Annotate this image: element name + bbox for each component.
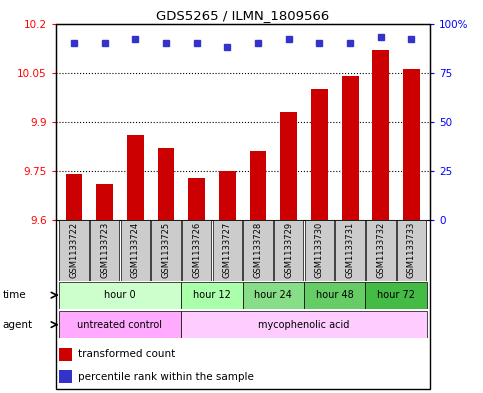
Text: GSM1133733: GSM1133733 xyxy=(407,222,416,278)
Bar xyxy=(59,347,72,361)
Bar xyxy=(59,370,72,384)
Bar xyxy=(372,50,389,220)
Bar xyxy=(403,70,420,220)
Bar xyxy=(274,220,303,281)
Text: GSM1133732: GSM1133732 xyxy=(376,222,385,278)
Bar xyxy=(121,220,150,281)
Bar xyxy=(66,174,83,220)
Bar xyxy=(366,282,427,309)
Bar xyxy=(280,112,297,220)
Bar xyxy=(90,220,119,281)
Bar xyxy=(250,151,267,220)
Bar xyxy=(243,220,273,281)
Bar xyxy=(305,220,334,281)
Text: GSM1133726: GSM1133726 xyxy=(192,222,201,278)
Bar xyxy=(243,282,304,309)
Text: hour 24: hour 24 xyxy=(255,290,292,300)
Bar xyxy=(341,76,358,220)
Text: untreated control: untreated control xyxy=(77,320,162,330)
Text: hour 48: hour 48 xyxy=(316,290,354,300)
Bar xyxy=(157,148,174,220)
Text: percentile rank within the sample: percentile rank within the sample xyxy=(78,372,254,382)
Bar xyxy=(58,311,181,338)
Bar xyxy=(181,311,427,338)
Bar xyxy=(182,220,212,281)
Text: GSM1133724: GSM1133724 xyxy=(131,222,140,278)
Bar xyxy=(181,282,243,309)
Bar xyxy=(219,171,236,220)
Text: GSM1133727: GSM1133727 xyxy=(223,222,232,278)
Text: GSM1133731: GSM1133731 xyxy=(346,222,355,278)
Bar xyxy=(366,220,396,281)
Bar xyxy=(58,282,181,309)
Bar xyxy=(335,220,365,281)
Text: GSM1133725: GSM1133725 xyxy=(161,222,170,278)
Text: hour 12: hour 12 xyxy=(193,290,231,300)
Text: GSM1133728: GSM1133728 xyxy=(254,222,263,278)
Text: GSM1133723: GSM1133723 xyxy=(100,222,109,278)
Text: GSM1133729: GSM1133729 xyxy=(284,222,293,278)
Title: GDS5265 / ILMN_1809566: GDS5265 / ILMN_1809566 xyxy=(156,9,329,22)
Bar xyxy=(188,178,205,220)
Bar xyxy=(151,220,181,281)
Text: GSM1133730: GSM1133730 xyxy=(315,222,324,278)
Bar xyxy=(397,220,426,281)
Text: mycophenolic acid: mycophenolic acid xyxy=(258,320,350,330)
Text: GSM1133722: GSM1133722 xyxy=(70,222,78,278)
Text: hour 0: hour 0 xyxy=(104,290,136,300)
Bar xyxy=(96,184,113,220)
Bar xyxy=(304,282,366,309)
Text: transformed count: transformed count xyxy=(78,349,175,359)
Bar xyxy=(127,135,144,220)
Text: agent: agent xyxy=(2,320,32,330)
Bar xyxy=(213,220,242,281)
Text: time: time xyxy=(2,290,26,300)
Text: hour 72: hour 72 xyxy=(377,290,415,300)
Bar xyxy=(311,89,328,220)
Bar xyxy=(59,220,89,281)
